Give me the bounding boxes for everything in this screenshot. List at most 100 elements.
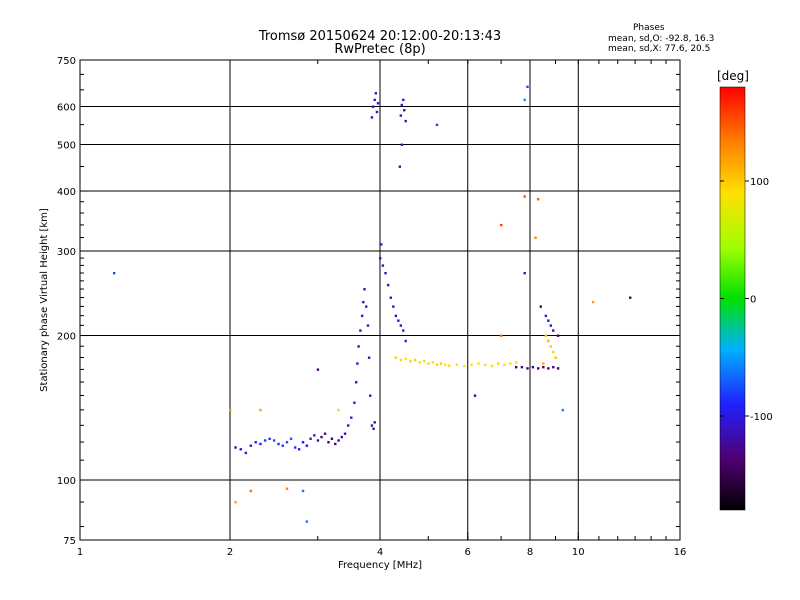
data-point xyxy=(362,300,365,304)
data-point xyxy=(526,367,529,370)
data-point xyxy=(503,363,506,366)
data-point xyxy=(285,487,289,490)
data-point xyxy=(439,362,443,365)
data-point xyxy=(340,435,344,439)
y-tick-label: 300 xyxy=(57,247,76,258)
data-point xyxy=(373,98,376,102)
data-point xyxy=(515,365,518,369)
data-point xyxy=(353,401,356,404)
data-point xyxy=(334,442,337,446)
data-points xyxy=(112,85,632,523)
data-point xyxy=(350,416,353,419)
data-point xyxy=(413,358,417,362)
data-point xyxy=(372,427,375,430)
data-point xyxy=(370,116,374,119)
data-point xyxy=(359,329,362,332)
colorbar-tick-label: 0 xyxy=(750,295,756,306)
data-point xyxy=(320,435,323,439)
data-point xyxy=(277,442,280,446)
y-tick-label: 500 xyxy=(57,141,76,152)
data-point xyxy=(400,103,404,107)
data-point xyxy=(400,143,404,146)
data-point xyxy=(112,271,116,275)
data-point xyxy=(366,324,370,327)
data-point xyxy=(337,439,340,442)
data-point xyxy=(293,446,297,449)
data-point xyxy=(509,362,512,365)
data-point xyxy=(354,381,358,384)
data-point xyxy=(556,367,560,370)
data-point xyxy=(547,319,550,322)
x-tick-label: 6 xyxy=(465,547,471,558)
data-point xyxy=(305,444,309,447)
data-point xyxy=(301,441,305,444)
data-point xyxy=(484,363,487,366)
data-point xyxy=(263,439,267,442)
data-point xyxy=(534,236,537,239)
data-point xyxy=(381,264,385,267)
data-point xyxy=(394,356,398,359)
data-point xyxy=(357,345,360,348)
data-point xyxy=(523,271,526,275)
data-point xyxy=(244,451,248,455)
colorbar-tick-label: 100 xyxy=(750,177,769,188)
data-point xyxy=(404,357,407,361)
data-point xyxy=(259,442,262,446)
data-point xyxy=(249,489,253,493)
data-point xyxy=(379,257,382,260)
data-point xyxy=(370,424,374,427)
data-point xyxy=(531,365,535,369)
colorbar-tick-label: -100 xyxy=(750,412,773,423)
data-point xyxy=(561,408,564,412)
data-point xyxy=(552,365,555,369)
data-point xyxy=(490,364,494,368)
data-point xyxy=(435,363,439,366)
data-point xyxy=(554,356,557,359)
data-point xyxy=(515,361,518,364)
data-point xyxy=(544,314,548,318)
data-point xyxy=(375,110,379,114)
x-tick-label: 4 xyxy=(377,547,383,558)
y-tick-label: 400 xyxy=(57,187,76,198)
data-point xyxy=(427,362,430,365)
chart-title: Tromsø 20150624 20:12:00-20:13:43 xyxy=(258,29,502,44)
data-point xyxy=(473,394,477,397)
data-point xyxy=(272,439,276,442)
data-point xyxy=(443,363,447,366)
data-point xyxy=(591,300,595,304)
data-point xyxy=(447,364,451,368)
data-point xyxy=(402,329,405,332)
y-tick-label: 750 xyxy=(57,56,76,67)
data-point xyxy=(404,339,407,343)
y-axis-label: Stationary phase Virtual Height [km] xyxy=(39,208,50,392)
data-point xyxy=(520,365,524,369)
data-point xyxy=(397,319,400,322)
data-point xyxy=(289,437,293,440)
data-point xyxy=(386,283,390,287)
x-tick-label: 2 xyxy=(227,547,233,558)
y-tick-label: 100 xyxy=(57,476,76,487)
y-tick-label: 200 xyxy=(57,332,76,343)
data-point xyxy=(523,195,526,198)
chart-subtitle: RwPretec (8p) xyxy=(334,42,426,57)
x-tick-label: 10 xyxy=(572,547,585,558)
data-point xyxy=(477,362,480,365)
phases-o-stats: mean, sd,O: -92.8, 16.3 xyxy=(608,34,715,44)
data-point xyxy=(376,102,380,105)
x-tick-label: 8 xyxy=(527,547,533,558)
data-point xyxy=(313,434,316,437)
data-point xyxy=(371,105,375,108)
data-point xyxy=(422,360,426,363)
phases-heading: Phases xyxy=(633,23,665,33)
y-tick-label: 75 xyxy=(63,536,76,547)
data-point xyxy=(409,360,412,363)
data-point xyxy=(544,334,548,337)
data-point xyxy=(367,356,371,359)
data-point xyxy=(259,408,262,412)
data-point xyxy=(556,334,560,337)
x-tick-label: 16 xyxy=(674,547,687,558)
data-point xyxy=(268,437,271,440)
data-point xyxy=(547,367,550,370)
data-point xyxy=(234,500,237,504)
data-point xyxy=(234,446,237,449)
